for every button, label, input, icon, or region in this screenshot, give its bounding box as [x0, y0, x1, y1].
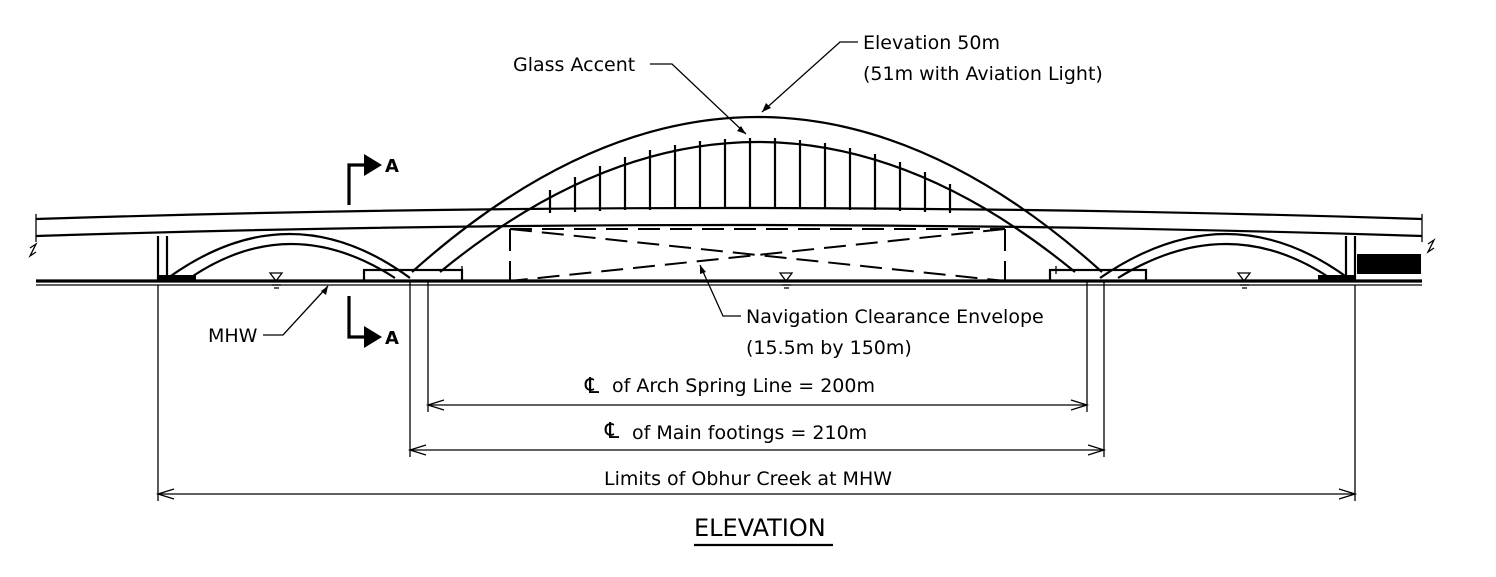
section-letter-bottom: A [385, 328, 399, 349]
elevation-callout: Elevation 50m (51m with Aviation Light) [761, 32, 1103, 113]
elevation-label-line1: Elevation 50m [863, 32, 1000, 54]
bridge-deck [28, 206, 1436, 258]
title-elevation: ELEVATION [694, 514, 826, 542]
arch-spring-line-dimension: of Arch Spring Line = 200m [612, 375, 875, 397]
water-level-symbol [268, 272, 284, 289]
water-line [36, 279, 1422, 286]
dimension-main-footings: ℄ of Main footings = 210m [407, 282, 1107, 457]
main-footings-dimension: of Main footings = 210m [632, 422, 867, 444]
centerline-symbol: ℄ [584, 374, 600, 399]
mhw-callout: MHW [208, 285, 329, 347]
glass-accent-label: Glass Accent [513, 54, 635, 76]
glass-accent-callout: Glass Accent [513, 54, 747, 135]
main-footings [362, 266, 1148, 283]
arch-hangers [548, 138, 952, 213]
side-arch-left [156, 233, 411, 281]
navigation-label-line1: Navigation Clearance Envelope [746, 306, 1044, 328]
elevation-label-line2: (51m with Aviation Light) [863, 63, 1103, 85]
section-cut-marker-bottom: A [347, 296, 399, 349]
centerline-symbol: ℄ [604, 419, 620, 444]
navigation-clearance-envelope [509, 228, 1006, 282]
dimension-creek-limits: Limits of Obhur Creek at MHW [155, 285, 1358, 501]
drawing-title: ELEVATION [694, 514, 833, 547]
water-level-symbol [778, 272, 794, 289]
navigation-label-line2: (15.5m by 150m) [746, 337, 912, 359]
mhw-label: MHW [208, 325, 258, 347]
section-letter-top: A [385, 156, 399, 177]
side-arch-right [1099, 233, 1421, 281]
water-level-symbol [1236, 272, 1252, 289]
section-cut-marker-top: A [347, 154, 399, 205]
dimension-arch-spring-line: ℄ of Arch Spring Line = 200m [425, 282, 1090, 412]
main-arch [411, 115, 1103, 273]
navigation-envelope-callout: Navigation Clearance Envelope (15.5m by … [699, 264, 1044, 359]
creek-limits-dimension: Limits of Obhur Creek at MHW [604, 468, 892, 490]
